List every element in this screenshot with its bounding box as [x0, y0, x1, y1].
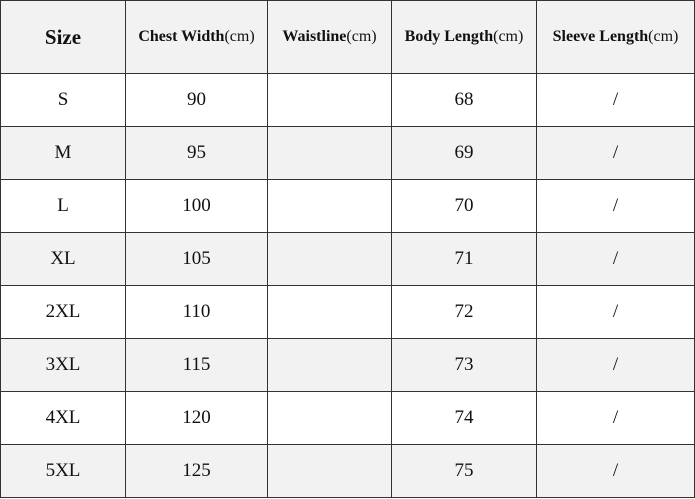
table-cell: / — [536, 391, 695, 445]
table-cell: / — [536, 232, 695, 286]
table-cell: 2XL — [0, 285, 126, 339]
table-cell: 5XL — [0, 444, 126, 498]
table-cell: 72 — [391, 285, 537, 339]
column-unit: (cm) — [493, 28, 524, 45]
table-cell — [267, 285, 392, 339]
table-row: 3XL 115 73/ — [0, 338, 695, 392]
table-cell: S — [0, 73, 126, 127]
table-header: Size Chest Width(cm) Waistline(cm) Body Len… — [0, 0, 695, 74]
table-cell: 3XL — [0, 338, 126, 392]
table-cell: 4XL — [0, 391, 126, 445]
table-cell — [267, 232, 392, 286]
table-body: S 90 68/M 95 69/L 100 70/XL 105 71/2XL 110 72/3XL 1… — [0, 73, 695, 498]
table-row: 4XL 120 74/ — [0, 391, 695, 445]
table-cell: 70 — [391, 179, 537, 233]
table-cell: / — [536, 338, 695, 392]
column-name: Size — [44, 24, 82, 49]
table-row: 5XL 125 75/ — [0, 444, 695, 498]
table-cell: 115 — [125, 338, 268, 392]
table-row: XL 105 71/ — [0, 232, 695, 286]
table-cell: 69 — [391, 126, 537, 180]
table-cell: 125 — [125, 444, 268, 498]
table-cell: / — [536, 73, 695, 127]
column-header: Sleeve Length(cm) — [536, 0, 695, 74]
table-cell: XL — [0, 232, 126, 286]
table-cell: L — [0, 179, 126, 233]
column-name: Sleeve Length — [552, 28, 649, 45]
table-cell: 105 — [125, 232, 268, 286]
table-cell: / — [536, 285, 695, 339]
header-row: Size Chest Width(cm) Waistline(cm) Body Len… — [0, 0, 695, 74]
column-unit: (cm) — [648, 28, 679, 45]
table-cell — [267, 338, 392, 392]
table-row: S 90 68/ — [0, 73, 695, 127]
table-cell: 71 — [391, 232, 537, 286]
table-cell: 120 — [125, 391, 268, 445]
table-row: 2XL 110 72/ — [0, 285, 695, 339]
column-header: Body Length(cm) — [391, 0, 537, 74]
column-header: Waistline(cm) — [267, 0, 392, 74]
table-cell: 74 — [391, 391, 537, 445]
column-name: Waistline — [282, 28, 347, 45]
table-cell: / — [536, 126, 695, 180]
table-cell: 68 — [391, 73, 537, 127]
column-header: Chest Width(cm) — [125, 0, 268, 74]
table-cell: / — [536, 179, 695, 233]
table-cell — [267, 179, 392, 233]
column-name: Chest Width — [138, 28, 225, 45]
table-cell: 110 — [125, 285, 268, 339]
table-cell — [267, 126, 392, 180]
table-cell: 75 — [391, 444, 537, 498]
table-cell — [267, 391, 392, 445]
table-cell: M — [0, 126, 126, 180]
table-cell — [267, 73, 392, 127]
column-header: Size — [0, 0, 126, 74]
column-name: Body Length — [404, 28, 494, 45]
table-cell: 100 — [125, 179, 268, 233]
table-row: L 100 70/ — [0, 179, 695, 233]
column-unit: (cm) — [224, 28, 255, 45]
table-cell: 73 — [391, 338, 537, 392]
column-unit: (cm) — [346, 28, 377, 45]
table-cell: 90 — [125, 73, 268, 127]
table-cell: / — [536, 444, 695, 498]
table-cell — [267, 444, 392, 498]
table-cell: 95 — [125, 126, 268, 180]
table-row: M 95 69/ — [0, 126, 695, 180]
